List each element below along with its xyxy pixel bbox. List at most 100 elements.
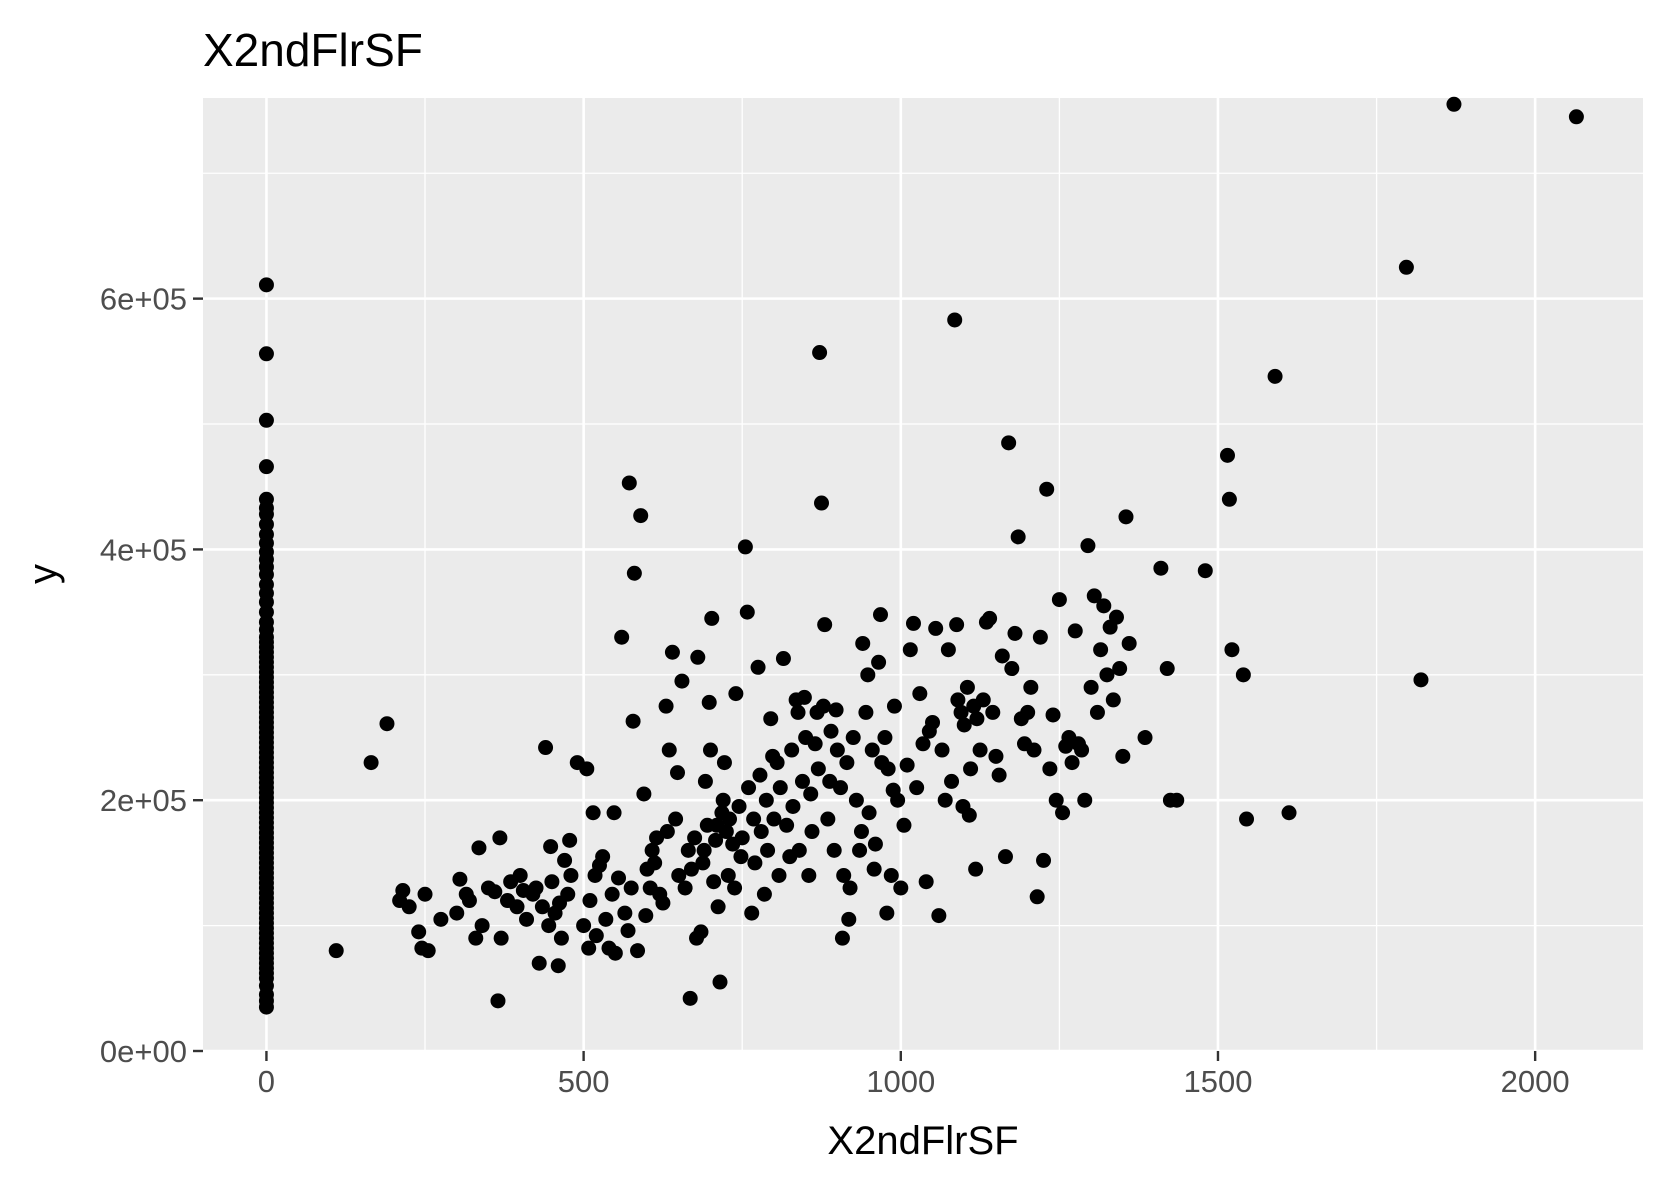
data-point	[905, 615, 921, 631]
data-point	[1051, 592, 1067, 608]
data-point	[512, 867, 528, 883]
data-point	[461, 893, 477, 909]
data-point	[734, 830, 750, 846]
data-point	[1067, 623, 1083, 639]
data-point	[433, 911, 449, 927]
data-point	[944, 773, 960, 789]
data-point	[766, 811, 782, 827]
data-point	[683, 861, 699, 877]
data-point	[715, 792, 731, 808]
data-point	[828, 702, 844, 718]
data-point	[733, 849, 749, 865]
data-point	[988, 748, 1004, 764]
data-point	[509, 899, 525, 915]
data-point	[598, 911, 614, 927]
data-point	[1568, 109, 1584, 125]
data-point	[682, 990, 698, 1006]
data-point	[756, 886, 772, 902]
data-point	[794, 773, 810, 789]
data-point	[784, 742, 800, 758]
data-point	[853, 824, 869, 840]
data-point	[557, 852, 573, 868]
data-point	[712, 974, 728, 990]
data-point	[706, 874, 722, 890]
data-point	[968, 861, 984, 877]
data-point	[474, 918, 490, 934]
data-point	[1045, 707, 1061, 723]
data-point	[893, 880, 909, 896]
data-point	[867, 836, 883, 852]
data-point	[727, 880, 743, 896]
data-point	[956, 717, 972, 733]
data-point	[647, 855, 663, 871]
data-point	[1023, 679, 1039, 695]
data-point	[752, 767, 768, 783]
data-point	[1105, 692, 1121, 708]
data-point	[925, 714, 941, 730]
data-point	[771, 867, 787, 883]
data-point	[606, 805, 622, 821]
data-point	[395, 882, 411, 898]
data-point	[560, 886, 576, 902]
data-point	[814, 495, 830, 511]
data-point	[626, 565, 642, 581]
data-point	[997, 849, 1013, 865]
data-point	[258, 346, 274, 362]
data-point	[614, 629, 630, 645]
data-point	[842, 880, 858, 896]
data-point	[826, 842, 842, 858]
data-point	[833, 780, 849, 796]
data-point	[975, 692, 991, 708]
data-point	[1004, 661, 1020, 677]
data-point	[883, 867, 899, 883]
data-point	[785, 798, 801, 814]
data-point	[855, 635, 871, 651]
data-point	[704, 610, 720, 626]
data-point	[617, 905, 633, 921]
data-point	[492, 830, 508, 846]
data-point	[860, 667, 876, 683]
data-point	[994, 648, 1010, 664]
data-point	[1077, 792, 1093, 808]
data-point	[918, 874, 934, 890]
data-point	[487, 884, 503, 900]
data-point	[621, 475, 637, 491]
data-point	[866, 861, 882, 877]
data-point	[947, 312, 963, 328]
chart-title: X2ndFlrSF	[203, 24, 423, 76]
data-point	[538, 740, 554, 756]
data-point	[1446, 96, 1462, 112]
data-point	[747, 855, 763, 871]
data-point	[582, 893, 598, 909]
data-point	[1398, 259, 1414, 275]
data-point	[644, 842, 660, 858]
data-point	[1048, 792, 1064, 808]
data-point	[452, 871, 468, 887]
data-point	[1089, 704, 1105, 720]
data-point	[815, 698, 831, 714]
data-point	[1224, 642, 1240, 658]
data-point	[722, 811, 738, 827]
data-point	[658, 698, 674, 714]
data-point	[817, 617, 833, 633]
data-point	[1239, 811, 1255, 827]
y-axis-title: y	[21, 564, 65, 584]
data-point	[1108, 609, 1124, 625]
data-point	[872, 607, 888, 623]
data-point	[750, 659, 766, 675]
data-point	[604, 886, 620, 902]
data-point	[1029, 889, 1045, 905]
data-point	[687, 830, 703, 846]
data-point	[744, 905, 760, 921]
data-point	[1221, 491, 1237, 507]
data-point	[823, 723, 839, 739]
data-point	[401, 899, 417, 915]
data-point	[937, 792, 953, 808]
data-point	[801, 867, 817, 883]
y-tick-label: 4e+05	[100, 532, 187, 567]
data-point	[779, 817, 795, 833]
x-tick-label: 2000	[1501, 1064, 1570, 1099]
data-point	[258, 412, 274, 428]
data-point	[1042, 761, 1058, 777]
data-point	[595, 849, 611, 865]
